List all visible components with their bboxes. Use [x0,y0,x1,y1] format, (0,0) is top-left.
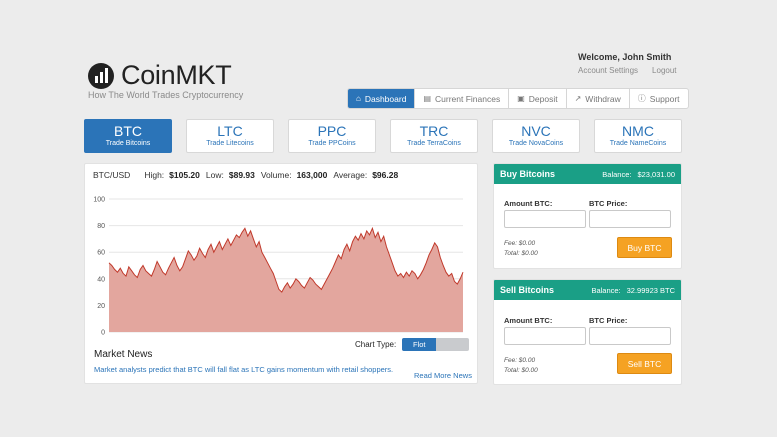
pair-label: BTC/USD [93,170,131,180]
volume-value: 163,000 [296,170,328,180]
high-value: $105.20 [169,170,200,180]
chart-type-flot[interactable]: Flot [402,338,437,351]
coin-subtitle: Trade NameCoins [609,140,667,147]
coin-symbol: NVC [521,123,551,139]
nav-current-finances-label: Current Finances [435,93,501,104]
coin-subtitle: Trade NovaCoins [508,140,564,147]
sell-amount-label: Amount BTC: [504,316,553,325]
brand-name: CoinMKT [121,60,232,90]
buy-balance-label: Balance: [602,169,632,179]
coin-tab-ppc[interactable]: PPC Trade PPCoins [288,119,376,153]
coin-subtitle: Trade PPCoins [308,140,356,147]
coin-symbol: NMC [622,123,654,139]
nav-support[interactable]: ⓘ Support [630,89,688,108]
home-icon: ⌂ [356,94,361,103]
price-chart[interactable]: 0 20 40 60 80 100 [85,188,479,338]
market-news-title: Market News [94,349,153,360]
buy-fee-total: Fee: $0.00 Total: $0.00 [504,239,538,259]
buy-amount-input[interactable] [504,210,586,228]
coin-tab-nvc[interactable]: NVC Trade NovaCoins [492,119,580,153]
price-line [108,226,464,293]
sell-fee: Fee: $0.00 [504,357,536,364]
nav-dashboard[interactable]: ⌂ Dashboard [348,89,416,108]
coin-subtitle: Trade Litecoins [206,140,254,147]
account-settings-link[interactable]: Account Settings [578,66,639,75]
average-label: Average: [333,170,368,180]
y-tick-label: 100 [93,197,105,204]
coin-tab-ltc[interactable]: LTC Trade Litecoins [186,119,274,153]
chart-type-toggle[interactable]: Flot [402,338,470,351]
coin-tab-nmc[interactable]: NMC Trade NameCoins [594,119,682,153]
coin-subtitle: Trade TerraCoins [407,140,461,147]
info-icon: ⓘ [637,94,646,103]
buy-fee: Fee: $0.00 [504,240,536,247]
read-more-news-link[interactable]: Read More News [414,371,472,380]
buy-balance: Balance: $23,031.00 [596,170,675,179]
y-tick-label: 60 [97,250,105,257]
buy-title: Buy Bitcoins [500,169,556,179]
sell-price-label: BTC Price: [589,316,628,325]
logo-bars-icon [88,62,114,89]
coin-symbol: TRC [419,123,449,139]
chart-type-control: Chart Type: Flot [355,338,470,351]
coin-subtitle: Trade Bitcoins [105,140,151,147]
price-stats: BTC/USD High: $105.20 Low: $89.93 Volume: 1… [93,170,398,180]
sell-panel-header: Sell Bitcoins Balance: 32.99923 BTC [494,280,681,300]
sell-amount-input[interactable] [504,327,586,345]
sell-btc-button[interactable]: Sell BTC [617,353,672,374]
y-tick-label: 40 [97,276,105,283]
coin-tab-trc[interactable]: TRC Trade TerraCoins [390,119,478,153]
buy-price-input[interactable] [589,210,671,228]
volume-label: Volume: [260,170,292,180]
sell-panel: Sell Bitcoins Balance: 32.99923 BTC Amoun… [493,279,682,385]
sell-balance-value: 32.99923 BTC [626,285,675,295]
market-news-text[interactable]: Market analysts predict that BTC will fa… [94,365,394,374]
coin-symbol: BTC [114,123,142,139]
logout-link[interactable]: Logout [652,66,677,75]
low-value: $89.93 [228,170,255,180]
nav-withdraw[interactable]: ↗ Withdraw [567,89,630,108]
sell-fee-total: Fee: $0.00 Total: $0.00 [504,356,538,376]
sell-balance: Balance: 32.99923 BTC [585,286,675,295]
buy-panel-header: Buy Bitcoins Balance: $23,031.00 [494,164,681,184]
nav-deposit-label: Deposit [528,93,558,104]
buy-price-label: BTC Price: [589,199,628,208]
buy-btc-button[interactable]: Buy BTC [617,237,672,258]
logo[interactable]: CoinMKT [88,60,232,91]
average-value: $96.28 [372,170,399,180]
price-area [109,228,463,332]
welcome-text: Welcome, John Smith [578,52,672,62]
withdraw-icon: ↗ [574,94,582,103]
buy-panel: Buy Bitcoins Balance: $23,031.00 Amount B… [493,163,682,269]
nav-deposit[interactable]: ▣ Deposit [509,89,567,108]
coin-symbol: LTC [217,123,243,139]
low-label: Low: [205,170,224,180]
chart-panel: BTC/USD High: $105.20 Low: $89.93 Volume: 1… [84,163,478,384]
y-tick-label: 80 [97,223,105,230]
top-nav: ⌂ Dashboard ▤ Current Finances ▣ Deposit… [347,88,689,109]
nav-current-finances[interactable]: ▤ Current Finances [415,89,510,108]
sell-balance-label: Balance: [591,285,621,295]
nav-withdraw-label: Withdraw [585,93,621,104]
sell-price-input[interactable] [589,327,671,345]
sell-title: Sell Bitcoins [500,285,555,295]
nav-support-label: Support [649,93,680,104]
buy-amount-label: Amount BTC: [504,199,553,208]
brand-tagline: How The World Trades Cryptocurrency [88,90,244,100]
buy-balance-value: $23,031.00 [637,169,675,179]
chart-type-label: Chart Type: [355,340,397,349]
sell-total: Total: $0.00 [504,367,538,374]
y-tick-label: 0 [101,330,105,337]
nav-dashboard-label: Dashboard [364,93,407,104]
coin-tab-btc[interactable]: BTC Trade Bitcoins [84,119,172,153]
buy-total: Total: $0.00 [504,250,538,257]
stack-icon: ▤ [423,94,431,103]
coin-symbol: PPC [317,123,347,139]
account-links: Account Settings Logout [578,66,677,75]
deposit-icon: ▣ [517,94,525,103]
y-tick-label: 20 [97,303,105,310]
high-label: High: [144,170,165,180]
